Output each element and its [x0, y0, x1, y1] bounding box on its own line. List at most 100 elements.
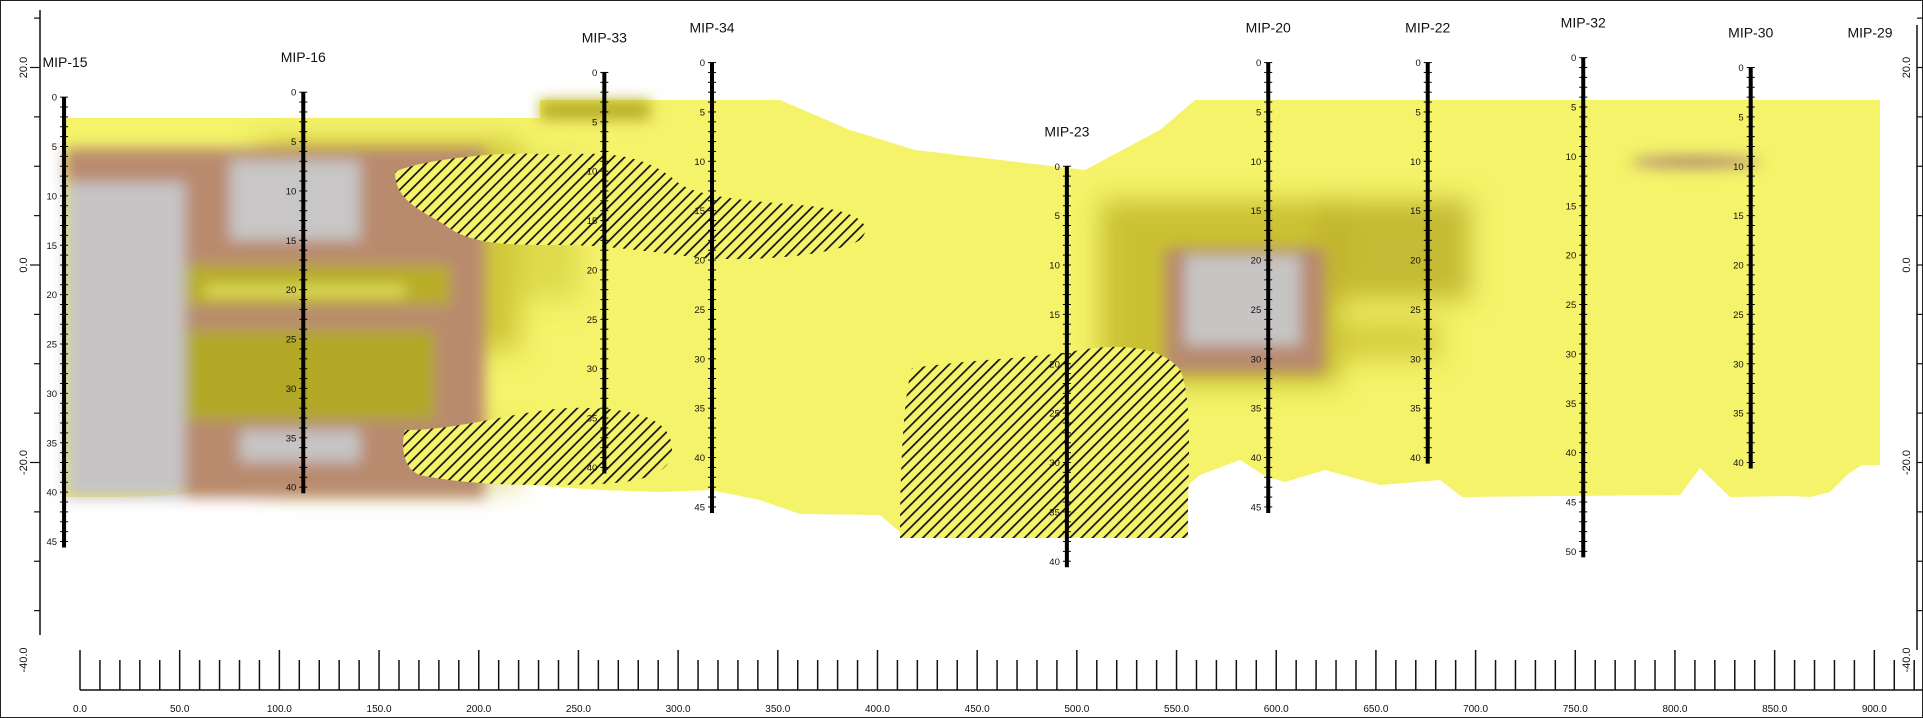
depth-label: 35 [694, 404, 705, 415]
depth-label: 15 [1410, 206, 1421, 217]
y-axis-label-left: -40.0 [18, 647, 30, 672]
depth-label: 5 [1738, 112, 1743, 123]
depth-label: 30 [587, 364, 598, 375]
gray-zone [240, 430, 360, 462]
depth-label: 25 [1566, 300, 1577, 311]
borehole-mip-20: MIP-20 0 5 10 15 20 25 30 35 40 45 [1246, 20, 1291, 514]
depth-label: 10 [1410, 157, 1421, 168]
y-axis-label-left: 0.0 [18, 257, 30, 272]
depth-label: 10 [1733, 162, 1744, 173]
borehole-mip-30: MIP-30 0 5 10 15 20 25 30 35 40 [1728, 25, 1773, 470]
depth-label: 0 [592, 68, 597, 79]
depth-label: 0 [1415, 58, 1420, 69]
x-axis-label: 100.0 [267, 704, 292, 715]
gray-zone [230, 160, 360, 240]
depth-label: 15 [1049, 310, 1060, 321]
depth-label: 15 [1733, 211, 1744, 222]
depth-label: 20 [1410, 256, 1421, 267]
depth-label: 0 [52, 93, 57, 104]
depth-label: 10 [587, 167, 598, 178]
depth-label: 45 [1251, 502, 1262, 513]
y-axis-label-left: -20.0 [18, 450, 30, 475]
borehole-name: MIP-34 [689, 20, 734, 36]
depth-label: 40 [694, 453, 705, 464]
borehole-mip-33: MIP-33 0 5 10 15 20 25 30 35 40 [582, 29, 627, 474]
borehole-name: MIP-33 [582, 29, 627, 45]
olive-band [185, 330, 435, 420]
depth-label: 10 [286, 186, 297, 197]
depth-label: 25 [46, 340, 57, 351]
borehole-name: MIP-29 [1847, 25, 1892, 41]
depth-label: 25 [587, 315, 598, 326]
depth-label: 20 [1049, 359, 1060, 370]
x-axis-label: 900.0 [1862, 704, 1887, 715]
x-axis-label: 250.0 [566, 704, 591, 715]
depth-label: 35 [1251, 404, 1262, 415]
borehole-name: MIP-23 [1044, 123, 1089, 139]
borehole-mip-23: MIP-23 0 5 10 15 20 25 30 35 40 [1044, 123, 1089, 568]
depth-label: 5 [291, 137, 296, 148]
depth-label: 35 [1566, 399, 1577, 410]
depth-label: 35 [1049, 507, 1060, 518]
depth-label: 30 [1410, 354, 1421, 365]
depth-label: 35 [1733, 409, 1744, 420]
gray-zone [65, 182, 185, 497]
clay-lens [1630, 156, 1760, 168]
depth-label: 45 [1566, 498, 1577, 509]
y-axis-label-right: 0.0 [1901, 257, 1913, 272]
x-axis-label: 750.0 [1563, 704, 1588, 715]
depth-label: 25 [286, 335, 297, 346]
depth-label: 0 [291, 88, 296, 99]
x-axis-label: 600.0 [1264, 704, 1289, 715]
x-axis-label: 500.0 [1064, 704, 1089, 715]
depth-label: 5 [1571, 103, 1576, 114]
depth-label: 15 [46, 241, 57, 252]
depth-label: 35 [587, 414, 598, 425]
y-axis-label-right: -40.0 [1901, 647, 1913, 672]
x-axis-label: 850.0 [1762, 704, 1787, 715]
x-axis-label: 800.0 [1662, 704, 1687, 715]
depth-label: 30 [1049, 458, 1060, 469]
depth-label: 15 [694, 206, 705, 217]
depth-label: 15 [1566, 201, 1577, 212]
depth-label: 10 [1251, 157, 1262, 168]
depth-label: 30 [46, 389, 57, 400]
depth-label: 20 [1566, 251, 1577, 262]
borehole-mip-34: MIP-34 0 5 10 15 20 25 30 35 40 45 [689, 20, 734, 514]
olive-lens [540, 100, 650, 120]
depth-label: 10 [1049, 261, 1060, 272]
depth-label: 20 [694, 256, 705, 267]
depth-label: 10 [1566, 152, 1577, 163]
x-axis-label: 150.0 [367, 704, 392, 715]
depth-label: 40 [46, 488, 57, 499]
depth-label: 0 [700, 58, 705, 69]
x-axis-label: 450.0 [965, 704, 990, 715]
depth-label: 25 [1049, 409, 1060, 420]
borehole-mip-32: MIP-32 0 5 10 15 20 25 30 35 40 45 50 [1561, 15, 1606, 558]
depth-label: 25 [1410, 305, 1421, 316]
gray-zone [1185, 255, 1300, 345]
section-body [65, 100, 1880, 538]
x-axis-label: 0.0 [73, 704, 87, 715]
borehole-mip-22: MIP-22 0 5 10 15 20 25 30 35 40 [1405, 20, 1450, 465]
x-axis-label: 550.0 [1164, 704, 1189, 715]
hatched-zone [900, 346, 1190, 538]
depth-label: 40 [286, 483, 297, 494]
olive-band [185, 265, 450, 305]
depth-label: 35 [1410, 404, 1421, 415]
borehole-mip-15: MIP-15 0 5 10 15 20 25 30 35 40 45 [42, 54, 87, 548]
depth-label: 15 [587, 216, 598, 227]
depth-label: 15 [1251, 206, 1262, 217]
hatched-zone [395, 153, 866, 260]
depth-label: 20 [286, 285, 297, 296]
x-axis-label: 650.0 [1363, 704, 1388, 715]
depth-label: 40 [1410, 453, 1421, 464]
axes: 20.0 20.00.0 0.0-20.0 -20.0-40.0 -40.0 0.0 50… [18, 10, 1923, 715]
depth-label: 40 [1049, 557, 1060, 568]
depth-label: 20 [46, 290, 57, 301]
depth-label: 30 [286, 384, 297, 395]
depth-label: 40 [587, 463, 598, 474]
depth-label: 5 [1415, 107, 1420, 118]
x-axis-label: 50.0 [170, 704, 190, 715]
